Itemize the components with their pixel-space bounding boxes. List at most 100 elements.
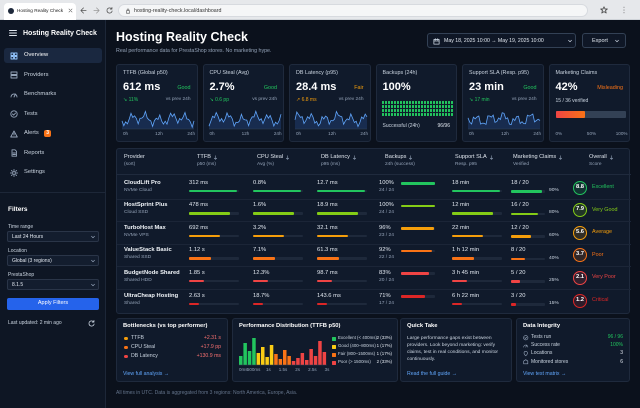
- icon-path: [93, 7, 100, 14]
- backup-cell: [390, 101, 394, 105]
- backup-cell: [381, 109, 385, 113]
- icon: [568, 39, 572, 43]
- metric-fill: [253, 257, 275, 260]
- divider: [0, 192, 106, 193]
- url-bar[interactable]: hosting-reality-check.local/dashboard: [118, 4, 588, 17]
- icon-path: [10, 93, 18, 97]
- icon-path: [10, 110, 18, 118]
- backup-cell: [441, 113, 445, 117]
- column-header[interactable]: Support SLA: [455, 154, 494, 161]
- backup-cell: [438, 105, 442, 109]
- metric-fill: [452, 279, 467, 283]
- integrity-value: 96 / 96: [607, 334, 623, 340]
- sparkline-area: [122, 111, 194, 129]
- backup-cell: [447, 101, 451, 105]
- export-button[interactable]: Export: [582, 33, 626, 48]
- filter-label: Time range: [8, 224, 34, 230]
- header-divider: [117, 174, 631, 175]
- kpi-axis-label: 12h: [155, 131, 163, 136]
- backup-cell: [444, 101, 448, 105]
- column-header[interactable]: TTFB: [197, 154, 218, 161]
- panel-title: Performance Distribution (TTFB p50): [239, 323, 341, 329]
- metric-track: [253, 302, 303, 306]
- icon-path: [615, 39, 619, 43]
- backup-cell: [399, 113, 403, 117]
- backup-cell: [390, 105, 394, 109]
- backups-value: 92%: [379, 247, 391, 254]
- claims-pct: 25%: [549, 278, 559, 284]
- page-title: Hosting Reality Check: [116, 30, 248, 44]
- score-value: 8.8: [575, 183, 585, 190]
- filter-select[interactable]: 8.1.5: [7, 279, 99, 290]
- kpi-title: Support SLA (Resp. p95): [469, 70, 529, 76]
- column-header[interactable]: Backups: [385, 154, 413, 161]
- filter-select[interactable]: Global (3 regions): [7, 255, 99, 266]
- row-divider: [117, 289, 631, 290]
- panel-link[interactable]: Read the full guide →: [407, 371, 457, 377]
- integrity-panel: Data Integrity Tests run 96 / 96 Success ra…: [516, 318, 630, 382]
- histogram-bar: [318, 341, 322, 365]
- nav-item[interactable]: Alerts 3: [4, 126, 102, 141]
- backup-cell: [384, 113, 388, 117]
- histogram-bar: [296, 358, 300, 365]
- kpi-title: Marketing Claims: [555, 70, 598, 76]
- filter-select[interactable]: Last 24 Hours: [7, 231, 99, 242]
- backup-cell: [420, 101, 424, 105]
- icon-path: [559, 155, 563, 160]
- column-header[interactable]: CPU Steal: [257, 154, 290, 161]
- panel-link[interactable]: View full analysis →: [123, 371, 170, 377]
- metric-value: 61.3 ms: [317, 247, 338, 254]
- legend-swatch: [332, 360, 336, 365]
- bottleneck-dot: [124, 345, 128, 350]
- column-header[interactable]: DB Latency: [321, 154, 357, 161]
- backup-cell: [447, 109, 451, 113]
- metric-fill: [189, 189, 237, 193]
- backup-cell: [408, 101, 412, 105]
- metric-fill: [189, 257, 211, 260]
- sparkline-line: [208, 109, 281, 128]
- score-value: 7.9: [575, 206, 585, 213]
- apply-button[interactable]: Apply Filters: [7, 298, 99, 310]
- kpi-status: Good: [177, 84, 191, 91]
- icon: [523, 359, 529, 365]
- nav-item[interactable]: Providers: [4, 68, 102, 83]
- nav-item[interactable]: Overview: [4, 48, 102, 63]
- histogram-bar: [283, 350, 287, 365]
- backups-count: 22 / 24: [379, 255, 394, 261]
- icon-path: [91, 283, 95, 287]
- column-header[interactable]: Provider: [124, 154, 145, 161]
- bottleneck-value: +17.9 pp: [200, 344, 221, 350]
- kpi-delta: ↘ 0.6 pp: [209, 97, 229, 103]
- kpi-status: Fair: [354, 84, 364, 91]
- column-label: Support SLA: [455, 154, 487, 160]
- legend-swatch: [332, 336, 336, 341]
- histogram-axis-label: 500ms: [246, 367, 261, 372]
- column-sub: Resp. p95: [455, 162, 477, 167]
- nav-item[interactable]: Tests: [4, 107, 102, 122]
- backup-cell: [426, 105, 430, 109]
- nav-item[interactable]: Settings: [4, 165, 102, 180]
- backups-fill: [401, 295, 426, 298]
- panel-link[interactable]: View test matrix →: [523, 371, 567, 377]
- kpi-axis-label: 50%: [586, 131, 597, 136]
- backup-cell: [423, 113, 427, 117]
- score-value: 3.7: [575, 251, 585, 258]
- nav-item[interactable]: Reports: [4, 146, 102, 161]
- metric-value: 18 min: [452, 179, 470, 186]
- date-range[interactable]: May 18, 2025 10:00 → May 19, 2025 10:00: [427, 33, 576, 48]
- backup-cell: [393, 105, 397, 109]
- kpi-axis-label: 0h: [469, 131, 475, 136]
- column-header[interactable]: Overall: [589, 154, 614, 161]
- metric-track: [317, 279, 367, 283]
- column-sub: Avg (%): [257, 162, 274, 167]
- tab-title: Hosting Reality Check: [17, 8, 64, 13]
- nav-item[interactable]: Benchmarks: [4, 87, 102, 102]
- backup-cell: [414, 101, 418, 105]
- kpi-title: TTFB (Global p50): [123, 70, 168, 76]
- backup-cell: [411, 109, 415, 113]
- legend-label: Excellent (< 400ms): [338, 335, 377, 340]
- column-header[interactable]: Marketing Claims: [513, 154, 563, 161]
- kpi-compare: vs prev 24h: [252, 97, 277, 102]
- backups-value: 100%: [379, 179, 394, 186]
- score-badge: 2.1: [573, 270, 587, 285]
